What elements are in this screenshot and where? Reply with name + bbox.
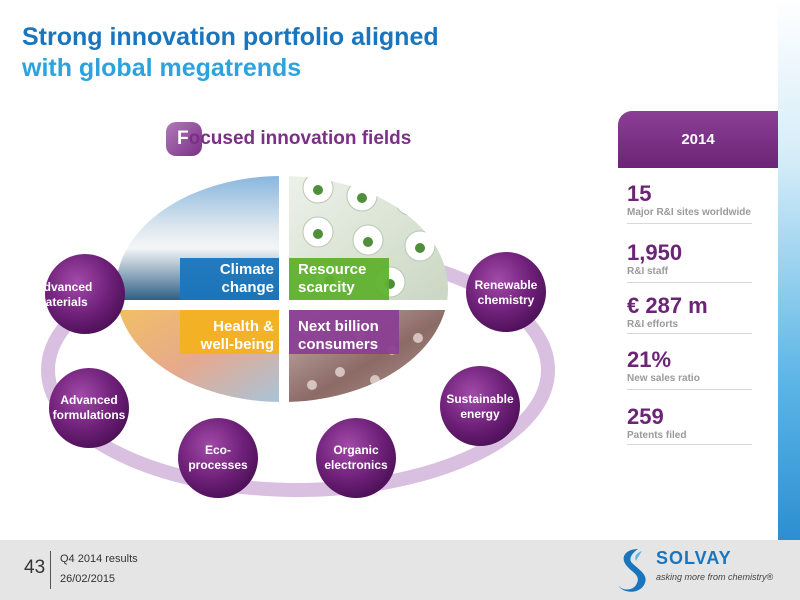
heading-badge — [166, 122, 202, 156]
field-circle-eco-processes — [178, 418, 258, 498]
footer-date: 26/02/2015 — [60, 573, 116, 585]
resource-band — [289, 258, 389, 300]
brand-tagline: asking more from chemistry® — [656, 572, 774, 582]
stat-patents: 259 Patents filed — [627, 405, 752, 445]
stat-new-sales-label: New sales ratio — [627, 373, 700, 384]
stat-patents-value: 259 — [627, 404, 664, 429]
field-eco-processes-label: Eco- processes — [178, 443, 258, 473]
field-advanced-formulations-line2: formulations — [52, 408, 126, 422]
field-circle-advanced-formulations — [49, 368, 129, 448]
field-circle-advanced-materials — [45, 254, 125, 334]
innovation-diagram — [41, 176, 555, 498]
quadrant-resource-label: Resource scarcity — [298, 261, 388, 297]
footer-divider — [50, 551, 51, 589]
quadrant-consumers-line2: consumers — [298, 336, 379, 353]
field-circle-renewable-chemistry — [466, 252, 546, 332]
footer-bar — [0, 540, 800, 600]
field-organic-electronics-line2: electronics — [324, 458, 388, 472]
stat-new-sales-value: 21% — [627, 347, 672, 372]
page-number: 43 — [24, 557, 46, 578]
stat-rd-sites-value: 15 — [627, 181, 652, 206]
field-advanced-formulations-label: Advanced formulations — [44, 393, 134, 423]
quadrant-climate-line2: change — [221, 279, 274, 296]
field-circle-sustainable-energy — [440, 366, 520, 446]
megatrend-quadrants — [116, 176, 448, 402]
brand-name: SOLVAY — [656, 548, 732, 568]
slide-title: Strong innovation portfolio aligned with… — [22, 22, 439, 84]
quadrant-health-line2: well-being — [200, 336, 274, 353]
field-sustainable-energy-line2: energy — [460, 407, 500, 421]
stat-patents-label: Patents filed — [627, 430, 687, 441]
field-organic-electronics-line1: Organic — [333, 443, 379, 457]
quadrant-consumers-line1: Next billion — [298, 318, 379, 335]
field-advanced-materials-line1: Advanced — [35, 280, 93, 294]
heading-rest: ocused innovation fields — [188, 128, 412, 149]
heading-text: Focused innovation fields — [177, 128, 411, 150]
quadrant-health-line1: Health & — [213, 318, 274, 335]
field-advanced-materials-line2: materials — [35, 295, 88, 309]
year-tab: 2014 — [618, 111, 778, 168]
solvay-logo-icon — [618, 549, 646, 592]
field-circle-organic-electronics — [316, 418, 396, 498]
field-sustainable-energy-line1: Sustainable — [446, 392, 514, 406]
stat-new-sales: 21% New sales ratio — [627, 348, 752, 390]
consumers-band — [289, 310, 399, 354]
quadrant-climate-line1: Climate — [219, 261, 274, 278]
quadrant-consumers-label: Next billion consumers — [298, 318, 408, 354]
stat-rd-sites-label: Major R&I sites worldwide — [627, 207, 751, 218]
field-renewable-chemistry-label: Renewable chemistry — [466, 278, 546, 308]
heading-first-letter: F — [177, 128, 189, 149]
stat-rd-staff-label: R&I staff — [627, 266, 669, 277]
field-sustainable-energy-label: Sustainable energy — [435, 392, 525, 422]
stat-rd-sites: 15 Major R&I sites worldwide — [627, 182, 752, 224]
stat-rd-efforts-label: R&I efforts — [627, 319, 679, 330]
quadrant-resource-line1: Resource — [298, 261, 367, 278]
health-band — [180, 310, 279, 354]
title-line-2: with global megatrends — [22, 54, 302, 82]
field-renewable-chemistry-line1: Renewable — [474, 278, 538, 292]
field-organic-electronics-label: Organic electronics — [311, 443, 401, 473]
right-accent-strip — [778, 0, 800, 540]
footer-event: Q4 2014 results — [60, 553, 138, 565]
field-renewable-chemistry-line2: chemistry — [477, 293, 535, 307]
field-advanced-materials-label: Advanced materials — [35, 280, 115, 310]
field-circles — [45, 252, 546, 498]
quadrant-resource-line2: scarcity — [298, 279, 355, 296]
stat-rd-staff-value: 1,950 — [627, 240, 683, 265]
stat-rd-efforts: € 287 m R&I efforts — [627, 294, 752, 334]
field-advanced-formulations-line1: Advanced — [60, 393, 118, 407]
climate-band — [180, 258, 279, 300]
field-eco-processes-line1: Eco- — [204, 443, 231, 457]
field-eco-processes-line2: processes — [188, 458, 248, 472]
quadrant-health-label: Health & well-being — [180, 318, 274, 354]
stat-rd-efforts-value: € 287 m — [627, 293, 708, 318]
stat-rd-staff: 1,950 R&I staff — [627, 241, 752, 283]
title-line-1: Strong innovation portfolio aligned — [22, 23, 439, 51]
quadrant-climate-label: Climate change — [186, 261, 274, 297]
